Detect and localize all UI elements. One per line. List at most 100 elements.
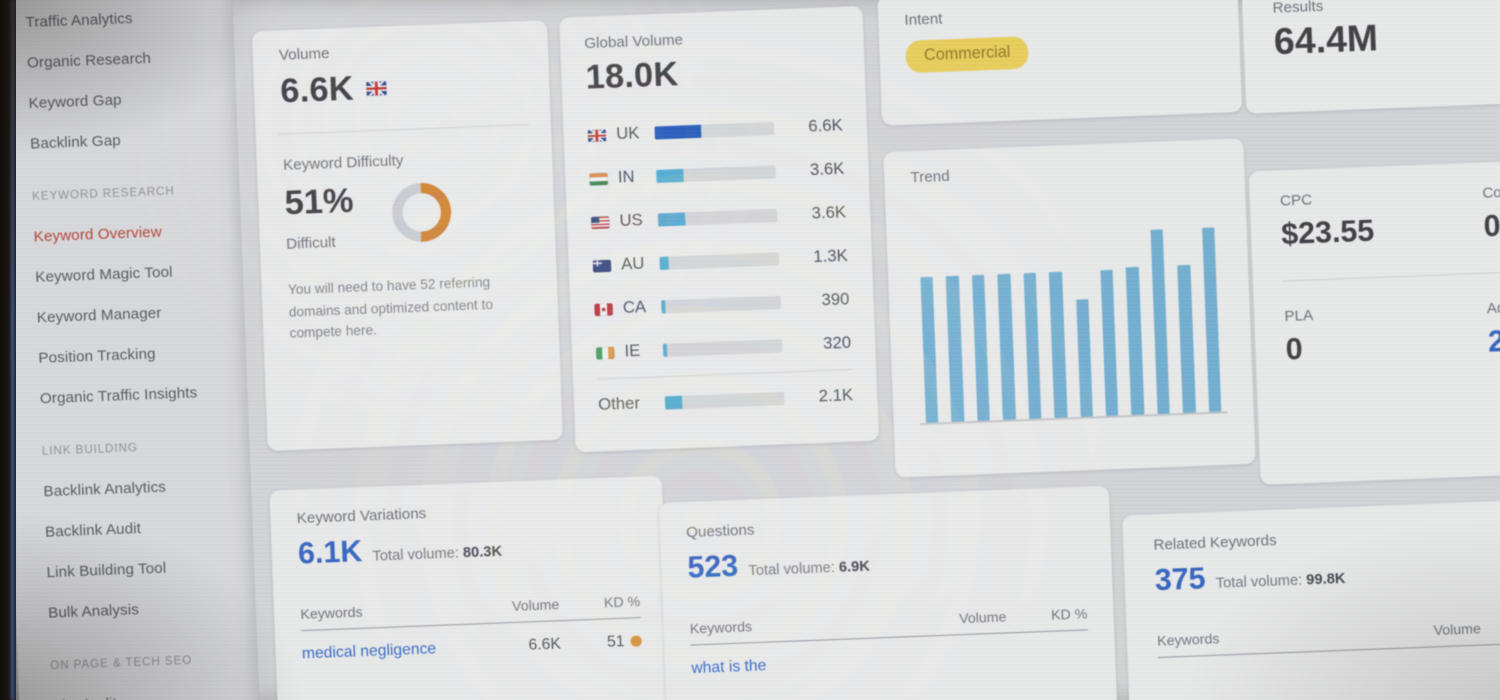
sidebar-item-organic-traffic-insights[interactable]: Organic Traffic Insights	[39, 383, 198, 407]
row-volume: 6.6K	[528, 635, 562, 654]
country-volume: 6.6K	[807, 116, 844, 136]
country-volume: 3.6K	[811, 203, 847, 223]
trend-bar	[920, 276, 939, 423]
cpc-value: $23.55	[1280, 214, 1375, 252]
uk-flag-icon	[587, 128, 607, 142]
ads-value: 24	[1487, 324, 1500, 359]
questions-card: Questions 523 Total volume: 6.9K Keywords…	[658, 485, 1120, 700]
competition-label: Com	[1481, 183, 1500, 202]
volume-value: 6.6K	[279, 69, 355, 111]
country-bar	[654, 121, 775, 140]
trend-bar	[1048, 272, 1068, 418]
country-bar	[656, 165, 776, 184]
volume-difficulty-card: Volume 6.6K Keyword Difficulty 51% Diffi…	[251, 20, 564, 452]
table-row: medical negligence 6.6K 51	[302, 632, 642, 663]
country-volume: 390	[821, 290, 850, 310]
row-kd: 51	[560, 632, 642, 653]
country-volume: 2.1K	[818, 386, 854, 406]
keyword-link[interactable]: medical negligence	[301, 640, 437, 663]
total-volume: Total volume: 80.3K	[372, 543, 503, 565]
cpc-label: CPC	[1279, 191, 1313, 210]
uk-flag-icon	[365, 80, 387, 96]
trend-bar	[971, 275, 990, 421]
total-volume: Total volume: 6.9K	[748, 558, 871, 580]
pla-label: PLA	[1284, 306, 1314, 326]
other-label: Other	[597, 394, 641, 415]
ads-label: Ads	[1486, 299, 1500, 318]
keyword-variations-count: 6.1K	[297, 534, 363, 571]
difficulty-percent: 51%	[283, 181, 355, 223]
keyword-link[interactable]: what is the	[691, 656, 767, 677]
results-card: Results 64.4M	[1241, 0, 1500, 114]
trend-bar	[1201, 227, 1222, 412]
country-bar	[657, 208, 778, 227]
trend-card: Trend	[883, 138, 1256, 478]
trend-bar	[1150, 229, 1170, 414]
global-volume-label: Global Volume	[584, 31, 684, 53]
intent-badge: Commercial	[905, 36, 1030, 74]
sidebar: Traffic Analytics Organic Research Keywo…	[0, 0, 263, 700]
total-volume: Total volume: 99.8K	[1215, 570, 1346, 592]
canada-flag-icon	[594, 302, 613, 316]
india-flag-icon	[589, 172, 608, 186]
related-keywords-count: 375	[1154, 562, 1207, 598]
competition-value: 0.8	[1482, 208, 1500, 244]
sidebar-item-bulk-analysis[interactable]: Bulk Analysis	[47, 600, 140, 622]
trend-bar	[1126, 267, 1145, 415]
questions-title: Questions	[685, 521, 755, 542]
country-bar	[659, 252, 780, 271]
divider	[1283, 267, 1500, 282]
country-volume: 320	[822, 333, 852, 353]
country-code: CA	[622, 297, 647, 318]
country-row-other: Other 2.1K	[597, 374, 854, 427]
country-bar	[662, 339, 783, 357]
country-bar	[661, 295, 781, 314]
related-keywords-title: Related Keywords	[1153, 531, 1277, 554]
results-value: 64.4M	[1273, 16, 1379, 63]
questions-count: 523	[686, 549, 739, 585]
divider	[277, 124, 529, 135]
related-keywords-card: Related Keywords 375 Total volume: 99.8K …	[1122, 497, 1500, 700]
keyword-difficulty-label: Keyword Difficulty	[282, 152, 404, 175]
table-header: Keywords Volume KD %	[300, 592, 641, 623]
trend-bar-chart	[912, 227, 1228, 426]
cpc-card: CPC $23.55 Com 0.8 PLA 0 Ads	[1248, 155, 1500, 485]
country-volume: 1.3K	[813, 246, 849, 267]
us-flag-icon	[590, 215, 610, 229]
difficulty-note: You will need to have 52 referring domai…	[287, 274, 494, 342]
country-code: AU	[620, 254, 645, 274]
keyword-variations-title: Keyword Variations	[296, 504, 427, 528]
trend-bar	[1023, 273, 1042, 419]
australia-flag-icon	[592, 259, 612, 273]
trend-bar	[946, 276, 965, 422]
country-volume: 3.6K	[809, 159, 845, 180]
country-code: UK	[615, 123, 640, 144]
intent-label: Intent	[904, 10, 943, 29]
trend-bar	[1177, 265, 1196, 413]
bezel-light	[11, 0, 14, 700]
table-header: Keywords Volume KD %	[1156, 620, 1482, 649]
sidebar-item-backlink-gap[interactable]: Backlink Gap	[29, 131, 122, 152]
keyword-variations-card: Keyword Variations 6.1K Total volume: 80.…	[269, 475, 674, 700]
trend-bar	[1100, 270, 1119, 416]
country-code: IE	[624, 341, 641, 361]
pla-value: 0	[1285, 332, 1304, 367]
trend-bar	[997, 274, 1016, 420]
trend-bar	[1075, 298, 1093, 417]
global-volume-value: 18.0K	[584, 54, 680, 97]
difficulty-donut-chart	[391, 181, 453, 243]
ireland-flag-icon	[595, 346, 615, 360]
trend-label: Trend	[910, 167, 950, 187]
country-code: IN	[617, 167, 635, 187]
global-volume-card: Global Volume 18.0K UK 6.6K IN 3.6K US	[559, 6, 880, 453]
difficulty-level: Difficult	[285, 233, 336, 253]
intent-card: Intent Commercial	[877, 0, 1243, 126]
table-row: what is the	[691, 644, 1089, 677]
country-code: US	[619, 210, 644, 231]
kd-dot-icon	[630, 635, 642, 647]
country-row: IE 320	[595, 321, 852, 374]
volume-label: Volume	[278, 44, 330, 64]
country-bar	[664, 391, 785, 410]
